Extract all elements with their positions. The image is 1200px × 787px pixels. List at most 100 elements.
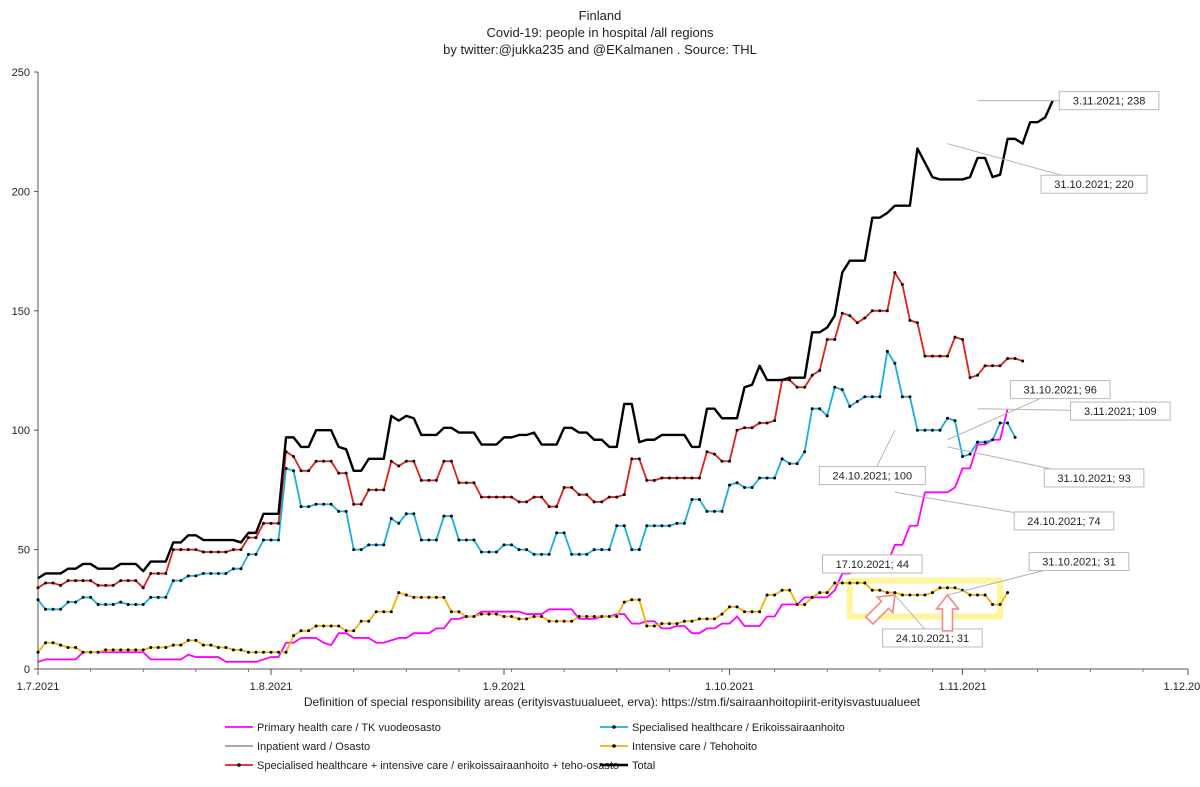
series-3-point [773, 593, 777, 597]
legend: Primary health care / TK vuodeosasto Spec… [225, 722, 845, 772]
series-4-point [885, 309, 889, 313]
series-4-point [314, 459, 318, 463]
series-4-point [667, 476, 671, 480]
series-1-point [720, 509, 724, 513]
series-4-point [179, 548, 183, 552]
series-1-point [314, 502, 318, 506]
series-1-point [848, 404, 852, 408]
series-3-point [299, 629, 303, 633]
series-3-point [171, 643, 175, 647]
series-1-point [697, 497, 701, 501]
series-4-point [404, 459, 408, 463]
series-1-point [209, 571, 213, 575]
series-4-point [968, 376, 972, 380]
series-3-point [652, 624, 656, 628]
series-1-point [690, 497, 694, 501]
series-1-point [1006, 421, 1010, 425]
series-1-point [412, 512, 416, 516]
series-3-point [510, 614, 514, 618]
series-4-point [322, 459, 326, 463]
series-4-point [900, 283, 904, 287]
series-3-point [254, 650, 258, 654]
series-4-point [224, 550, 228, 554]
series-1-point [66, 600, 70, 604]
series-1-point [1013, 435, 1017, 439]
series-4-point [1021, 359, 1025, 363]
series-3-point [600, 614, 604, 618]
series-3-point [397, 591, 401, 595]
series-1-point [494, 550, 498, 554]
series-1-point [938, 428, 942, 432]
series-1-point [397, 521, 401, 525]
series-3-point [540, 614, 544, 618]
series-4-point [397, 464, 401, 468]
series-3-point [404, 593, 408, 597]
series-3-point [156, 646, 160, 650]
series-4-point [307, 469, 311, 473]
series-3-point [389, 610, 393, 614]
series-1-point [840, 388, 844, 392]
series-4-point [540, 495, 544, 499]
series-1-point [216, 571, 220, 575]
series-3-point [44, 641, 48, 645]
callout-box [1013, 511, 1115, 531]
callout-label: 17.10.2021; 44 [836, 559, 909, 571]
callout-box [1070, 401, 1171, 421]
series-4-point [254, 536, 258, 540]
x-tick-label: 1.8.2021 [250, 681, 293, 693]
series-3-point [427, 595, 431, 599]
series-4-point [697, 476, 701, 480]
callout-box [818, 466, 926, 486]
series-4-point [442, 459, 446, 463]
series-4-point [412, 459, 416, 463]
series-1-point [359, 548, 363, 552]
series-1-point [367, 543, 371, 547]
series-1-point [171, 579, 175, 583]
series-1-point [322, 502, 326, 506]
legend-label: Intensive care / Tehohoito [632, 741, 757, 753]
series-3-point [126, 648, 130, 652]
callout-label: 31.10.2021; 220 [1054, 179, 1134, 191]
series-4-point [795, 385, 799, 389]
series-4-point [630, 457, 634, 461]
x-axis-label: Definition of special responsibility are… [304, 695, 921, 709]
series-4-point [239, 548, 243, 552]
y-tick-label: 250 [12, 67, 30, 79]
legend-item: Inpatient ward / Osasto [225, 741, 370, 753]
series-1-point [765, 476, 769, 480]
series-4-point [810, 373, 814, 377]
series-1-point [487, 550, 491, 554]
series-3-point [818, 591, 822, 595]
series-4-point [637, 457, 641, 461]
series-3-point [803, 603, 807, 607]
series-1-point [239, 567, 243, 571]
series-3-point [525, 617, 529, 621]
series-3-point [585, 614, 589, 618]
series-1-point [194, 574, 198, 578]
series-3-point [239, 648, 243, 652]
series-4-point [577, 493, 581, 497]
series-1-point [457, 538, 461, 542]
series-3-point [810, 595, 814, 599]
series-3-point [555, 619, 559, 623]
series-3-point [284, 650, 288, 654]
series-4-point [562, 486, 566, 490]
series-3-point [712, 617, 716, 621]
series-1-point [570, 552, 574, 556]
series-1-point [893, 361, 897, 365]
series-1-point [855, 400, 859, 404]
series-4-point [675, 476, 679, 480]
series-3-point [201, 643, 205, 647]
series-4-point [930, 354, 934, 358]
series-4-point [277, 521, 281, 525]
series-4-point [104, 583, 108, 587]
series-3-point [374, 610, 378, 614]
series-3-point [870, 588, 874, 592]
series-3-point [945, 586, 949, 590]
series-4-point [600, 500, 604, 504]
series-3-point [893, 591, 897, 595]
series-1-point [833, 385, 837, 389]
series-3-point [728, 605, 732, 609]
series-1-point [269, 538, 273, 542]
